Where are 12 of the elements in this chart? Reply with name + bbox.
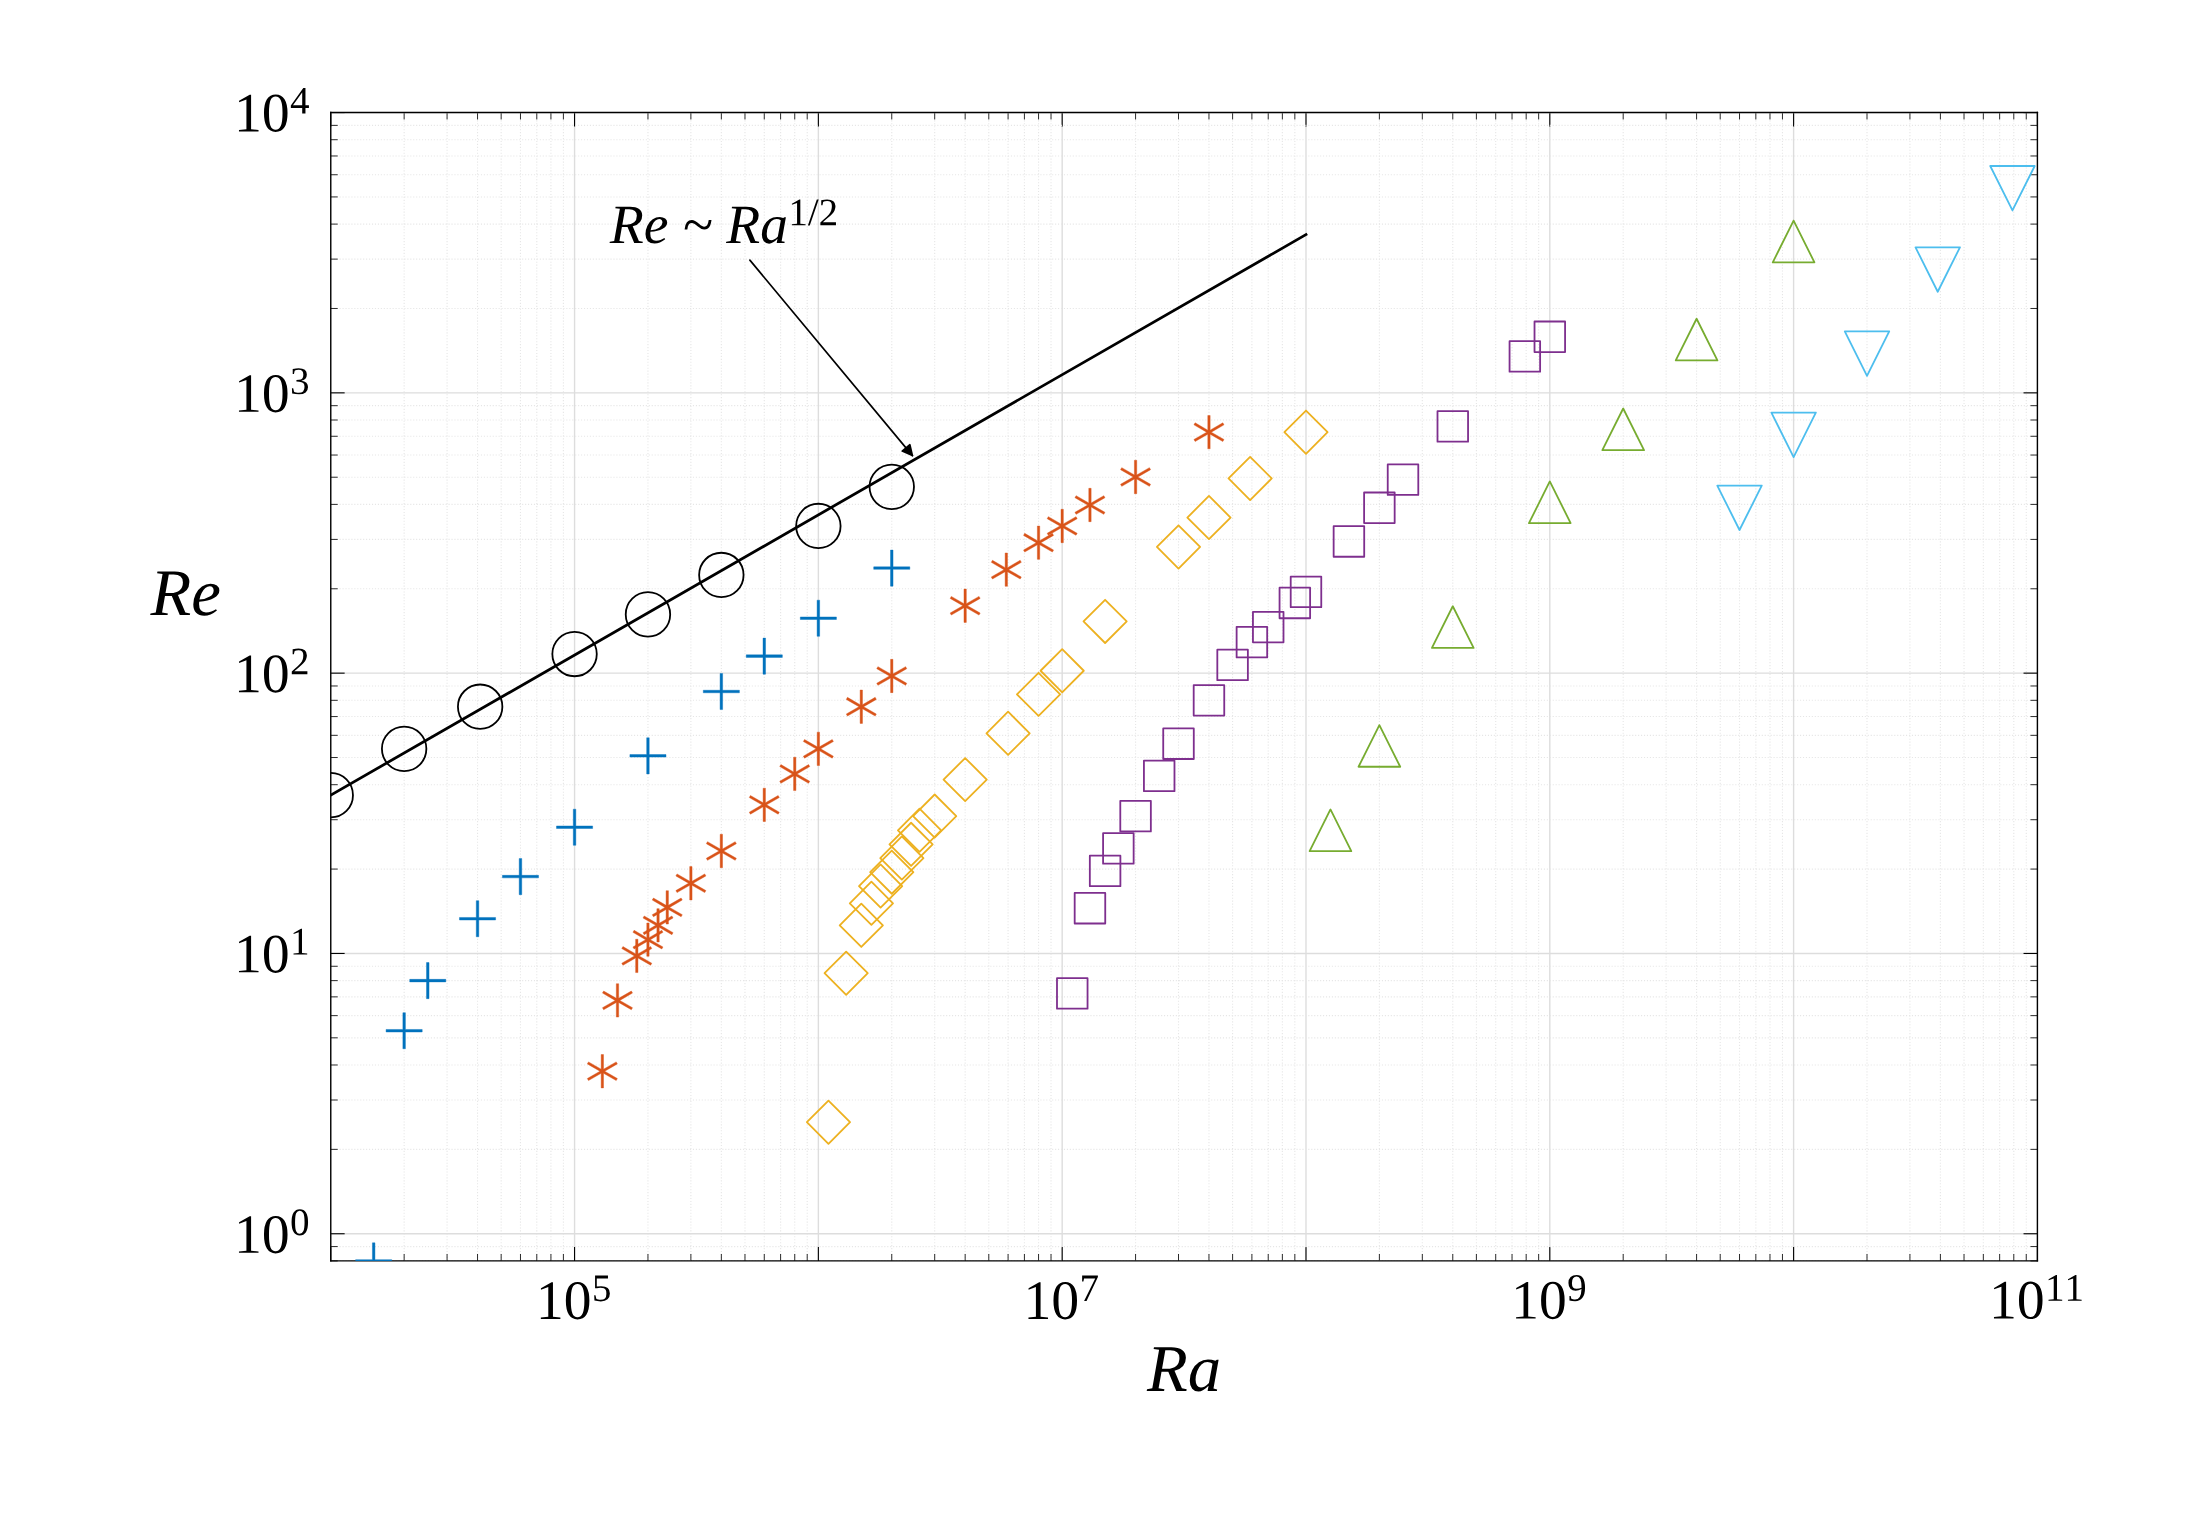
x-tick-label: 10$^{11}$ <box>1993 1275 2082 1320</box>
x-tick-label: 10$^{9}$ <box>1516 1275 1586 1320</box>
x-tick-label: 10$^{7}$ <box>1028 1275 1098 1320</box>
y-tick-label: 10$^{0}$ <box>238 1209 309 1254</box>
x-tick-label: 10$^{5}$ <box>540 1275 610 1320</box>
y-tick-label: 10$^{4}$ <box>238 87 309 132</box>
y-tick-label: 10$^{3}$ <box>238 368 309 413</box>
x-axis-title: Ra <box>1146 1347 1219 1392</box>
y-axis-title: Re <box>150 571 220 616</box>
y-tick-label: 10$^{1}$ <box>238 928 308 973</box>
y-tick-label: 10$^{2}$ <box>238 648 308 693</box>
annotation: Re ~ Ra$^{1/2}$ <box>609 199 836 244</box>
